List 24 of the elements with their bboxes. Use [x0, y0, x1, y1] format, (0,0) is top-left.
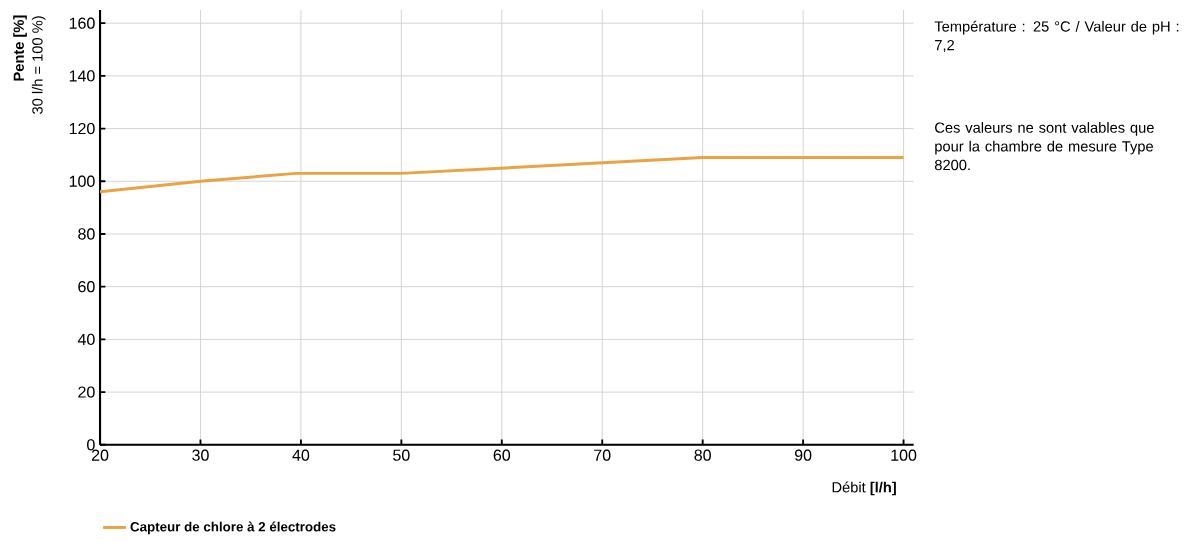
x-tick-label: 50 [393, 449, 410, 461]
x-tick-label: 40 [292, 449, 310, 461]
x-tick-label: 100 [891, 449, 917, 461]
y-tick-label: 140 [69, 70, 95, 82]
text: Température : 25 °C / Valeur de pH : 7,2 [934, 20, 1179, 53]
x-tick-label: 20 [91, 449, 109, 461]
x-axis-title: Débit [l/h] [832, 481, 896, 496]
y-tick-label: 40 [77, 333, 95, 346]
y-tick-label: 80 [78, 228, 95, 240]
y-tick-label: 0 [87, 439, 95, 451]
x-tick-label: 70 [594, 449, 611, 461]
x-tick-label: 80 [694, 449, 711, 461]
x-tick-label: 90 [794, 449, 812, 461]
y-tick-label: 160 [69, 17, 95, 29]
x-tick-label: 60 [493, 449, 511, 461]
y-axis-title: Pente [%] [13, 15, 27, 81]
y-tick-label: 20 [78, 386, 95, 398]
y-tick-label: 100 [69, 175, 95, 188]
text: Ces valeurs ne sont valables que pour la chambre de mesure Type 8200. [934, 122, 1154, 171]
text: 30 l/h = 100 %) [31, 16, 46, 114]
y-tick-label: 60 [78, 281, 95, 293]
legend-label: Capteur de chlore à 2 électrodes [130, 521, 336, 535]
y-tick-label: 120 [69, 123, 95, 135]
x-tick-label: 30 [192, 449, 209, 461]
